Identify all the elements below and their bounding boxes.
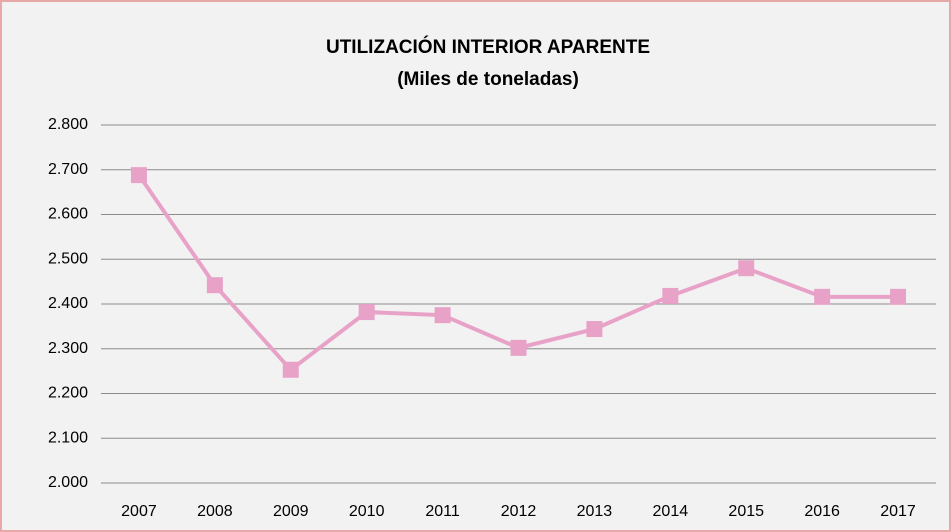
x-tick-label: 2007 — [121, 503, 157, 520]
data-point — [510, 339, 527, 356]
x-tick-label: 2017 — [880, 503, 916, 520]
x-tick-label: 2010 — [349, 503, 385, 520]
data-point — [358, 304, 375, 321]
data-point — [814, 288, 831, 305]
data-point — [662, 287, 679, 304]
y-tick-label: 2.300 — [48, 340, 88, 357]
data-point — [586, 321, 603, 338]
y-tick-label: 2.700 — [48, 161, 88, 178]
x-tick-label: 2012 — [501, 503, 537, 520]
y-tick-label: 2.800 — [48, 116, 88, 133]
x-tick-label: 2013 — [577, 503, 613, 520]
x-tick-label: 2016 — [804, 503, 840, 520]
y-tick-label: 2.400 — [48, 295, 88, 312]
data-point — [130, 167, 147, 184]
y-tick-label: 2.000 — [48, 474, 88, 491]
y-tick-label: 2.100 — [48, 429, 88, 446]
data-point — [738, 260, 755, 277]
chart-subtitle: (Miles de toneladas) — [397, 69, 579, 90]
data-point — [890, 288, 907, 305]
chart-title: UTILIZACIÓN INTERIOR APARENTE — [326, 36, 650, 58]
data-point — [206, 277, 223, 294]
data-point — [282, 361, 299, 378]
y-tick-label: 2.500 — [48, 250, 88, 267]
y-tick-label: 2.200 — [48, 385, 88, 402]
x-tick-label: 2011 — [425, 503, 460, 520]
x-tick-label: 2014 — [653, 503, 689, 520]
x-tick-label: 2015 — [728, 503, 764, 520]
x-tick-label: 2008 — [197, 503, 233, 520]
data-point — [434, 307, 451, 324]
y-tick-label: 2.600 — [48, 206, 88, 223]
x-tick-label: 2009 — [273, 503, 309, 520]
